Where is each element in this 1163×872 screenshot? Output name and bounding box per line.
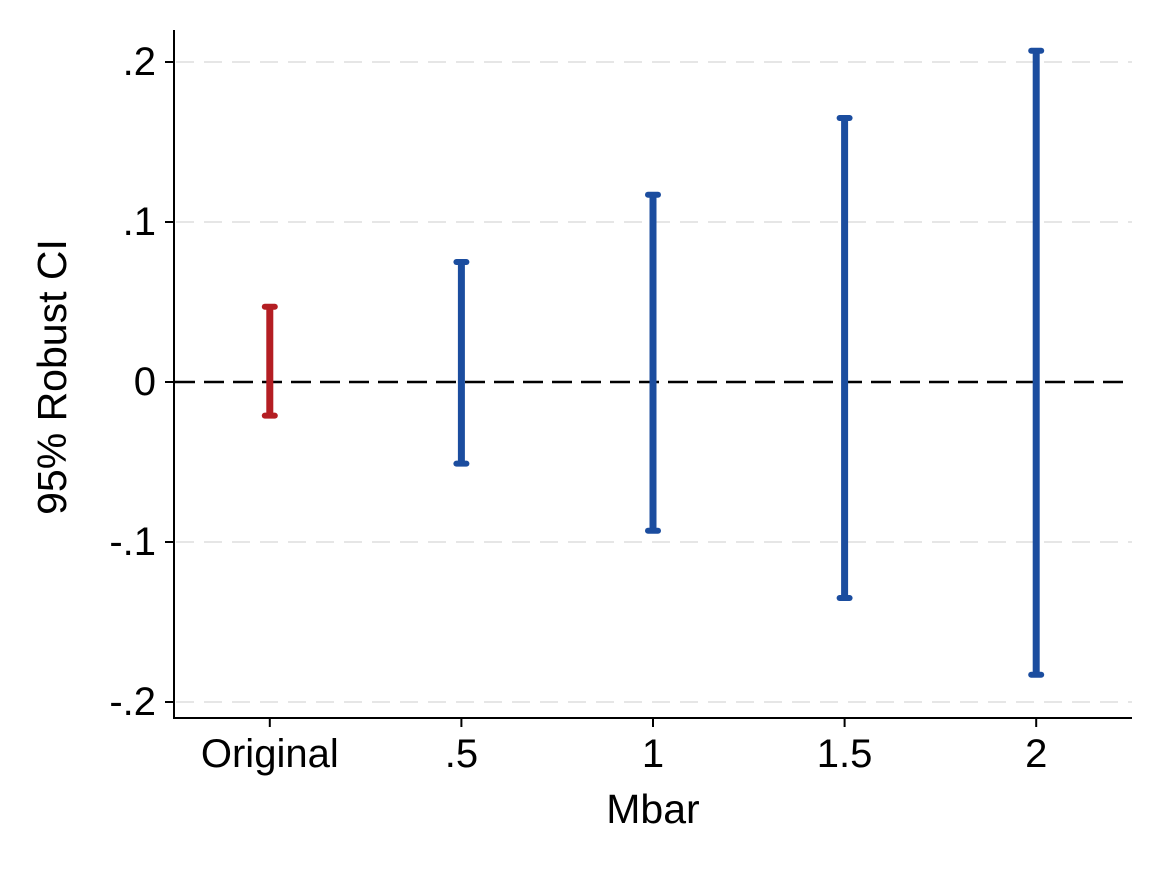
x-axis-title: Mbar [606, 786, 699, 832]
y-axis-title: 95% Robust CI [29, 239, 75, 515]
x-tick-label: 1 [642, 732, 664, 776]
x-tick-label: Original [201, 732, 339, 776]
x-axis-ticks: Original .5 1 1.5 2 [201, 718, 1047, 776]
y-axis-ticks: .2 .1 0 -.1 -.2 [109, 40, 174, 724]
ci-interval [1028, 47, 1045, 678]
x-tick-label: 1.5 [817, 732, 873, 776]
y-tick-label: -.2 [109, 680, 156, 724]
y-tick-label: .1 [123, 200, 156, 244]
x-tick-label: .5 [445, 732, 478, 776]
ci-interval [645, 191, 661, 534]
ci-interval [453, 259, 470, 467]
ci-interval [836, 115, 853, 601]
y-tick-label: 0 [134, 360, 156, 404]
x-tick-label: 2 [1025, 732, 1047, 776]
y-tick-label: -.1 [109, 520, 156, 564]
ci-interval [261, 303, 278, 419]
y-tick-label: .2 [123, 40, 156, 84]
confidence-intervals [261, 47, 1045, 678]
